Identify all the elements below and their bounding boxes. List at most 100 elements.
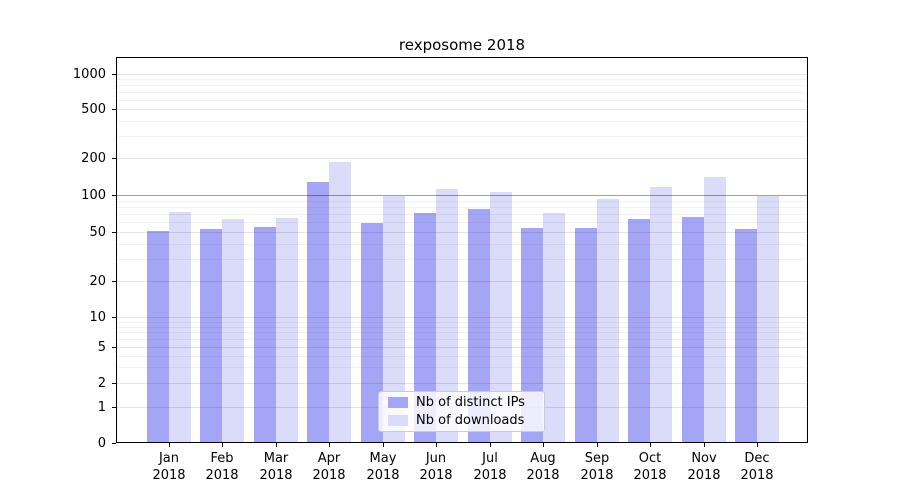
bar-distinct-ips-oct bbox=[628, 218, 651, 443]
y-tick-100 bbox=[112, 195, 116, 196]
major-gridline-200 bbox=[117, 158, 807, 159]
bar-distinct-ips-may bbox=[360, 223, 383, 443]
x-tick-jul bbox=[490, 443, 491, 447]
major-gridline-50 bbox=[117, 232, 807, 233]
legend-label-distinct-ips: Nb of distinct IPs bbox=[416, 395, 525, 410]
y-tick-200 bbox=[112, 158, 116, 159]
x-tick-oct bbox=[650, 443, 651, 447]
x-tick-may bbox=[383, 443, 384, 447]
x-tick-dec bbox=[757, 443, 758, 447]
x-tick-label-nov: Nov 2018 bbox=[687, 451, 721, 483]
legend-swatch-downloads bbox=[388, 415, 408, 426]
minor-gridline bbox=[117, 244, 807, 245]
bar-distinct-ips-jun bbox=[414, 212, 437, 443]
minor-gridline bbox=[117, 85, 807, 86]
x-tick-label-sep: Sep 2018 bbox=[580, 451, 614, 483]
y-tick-label-100: 100 bbox=[81, 188, 106, 203]
y-tick-0 bbox=[112, 443, 116, 444]
y-tick-label-500: 500 bbox=[81, 102, 106, 117]
y-tick-10 bbox=[112, 317, 116, 318]
major-gridline-100 bbox=[117, 195, 807, 196]
minor-gridline bbox=[117, 367, 807, 368]
minor-gridline bbox=[117, 356, 807, 357]
y-tick-50 bbox=[112, 232, 116, 233]
x-tick-label-jun: Jun 2018 bbox=[419, 451, 453, 483]
major-gridline-10 bbox=[117, 317, 807, 318]
x-tick-label-mar: Mar 2018 bbox=[259, 451, 293, 483]
bar-downloads-apr bbox=[329, 161, 352, 443]
x-tick-label-aug: Aug 2018 bbox=[526, 451, 560, 483]
chart-title: rexposome 2018 bbox=[398, 36, 526, 54]
bar-distinct-ips-jul bbox=[467, 208, 490, 443]
minor-gridline bbox=[117, 214, 807, 215]
y-tick-2 bbox=[112, 383, 116, 384]
bar-distinct-ips-sep bbox=[574, 227, 597, 443]
minor-gridline bbox=[117, 327, 807, 328]
y-tick-5 bbox=[112, 347, 116, 348]
x-tick-label-oct: Oct 2018 bbox=[633, 451, 667, 483]
bar-downloads-aug bbox=[543, 212, 566, 443]
x-tick-jun bbox=[436, 443, 437, 447]
x-tick-nov bbox=[704, 443, 705, 447]
y-tick-label-50: 50 bbox=[89, 225, 106, 240]
minor-gridline bbox=[117, 332, 807, 333]
bar-downloads-jul bbox=[489, 192, 512, 443]
y-tick-1 bbox=[112, 407, 116, 408]
bar-downloads-nov bbox=[703, 177, 726, 443]
bar-downloads-feb bbox=[222, 218, 245, 443]
minor-gridline bbox=[117, 100, 807, 101]
x-tick-label-may: May 2018 bbox=[366, 451, 400, 483]
y-tick-label-0: 0 bbox=[97, 436, 106, 451]
bar-downloads-dec bbox=[757, 195, 779, 443]
bar-downloads-mar bbox=[275, 217, 298, 443]
minor-gridline bbox=[117, 222, 807, 223]
x-tick-sep bbox=[597, 443, 598, 447]
major-gridline-5 bbox=[117, 347, 807, 348]
x-tick-label-feb: Feb 2018 bbox=[205, 451, 239, 483]
minor-gridline bbox=[117, 121, 807, 122]
y-tick-label-20: 20 bbox=[89, 274, 106, 289]
x-tick-aug bbox=[543, 443, 544, 447]
bar-downloads-jan bbox=[169, 211, 191, 443]
x-tick-label-dec: Dec 2018 bbox=[740, 451, 774, 483]
minor-gridline bbox=[117, 259, 807, 260]
major-gridline-1000 bbox=[117, 74, 807, 75]
x-tick-label-jul: Jul 2018 bbox=[473, 451, 507, 483]
x-tick-jan bbox=[169, 443, 170, 447]
minor-gridline bbox=[117, 201, 807, 202]
bar-distinct-ips-aug bbox=[521, 227, 544, 443]
y-tick-500 bbox=[112, 109, 116, 110]
bar-distinct-ips-mar bbox=[253, 226, 276, 443]
legend-item-distinct-ips: Nb of distinct IPs bbox=[388, 395, 544, 410]
major-gridline-2 bbox=[117, 383, 807, 384]
minor-gridline bbox=[117, 207, 807, 208]
minor-gridline bbox=[117, 339, 807, 340]
minor-gridline bbox=[117, 322, 807, 323]
y-tick-1000 bbox=[112, 74, 116, 75]
x-tick-label-jan: Jan 2018 bbox=[152, 451, 186, 483]
legend-item-downloads: Nb of downloads bbox=[388, 413, 544, 428]
minor-gridline bbox=[117, 136, 807, 137]
bar-distinct-ips-feb bbox=[200, 228, 223, 443]
y-tick-label-1: 1 bbox=[97, 400, 106, 415]
x-tick-label-apr: Apr 2018 bbox=[312, 451, 346, 483]
x-tick-mar bbox=[276, 443, 277, 447]
y-tick-label-10: 10 bbox=[89, 310, 106, 325]
bar-distinct-ips-nov bbox=[681, 217, 704, 443]
major-gridline-500 bbox=[117, 109, 807, 110]
x-tick-apr bbox=[329, 443, 330, 447]
legend: Nb of distinct IPs Nb of downloads bbox=[378, 391, 545, 432]
major-gridline-20 bbox=[117, 281, 807, 282]
bar-downloads-sep bbox=[596, 198, 619, 443]
bar-distinct-ips-apr bbox=[307, 181, 330, 443]
bar-downloads-oct bbox=[650, 186, 673, 443]
y-tick-label-1000: 1000 bbox=[72, 67, 106, 82]
minor-gridline bbox=[117, 92, 807, 93]
y-tick-20 bbox=[112, 281, 116, 282]
x-tick-feb bbox=[222, 443, 223, 447]
y-tick-label-2: 2 bbox=[97, 376, 106, 391]
bar-distinct-ips-dec bbox=[735, 228, 757, 443]
y-tick-label-5: 5 bbox=[97, 340, 106, 355]
minor-gridline bbox=[117, 79, 807, 80]
